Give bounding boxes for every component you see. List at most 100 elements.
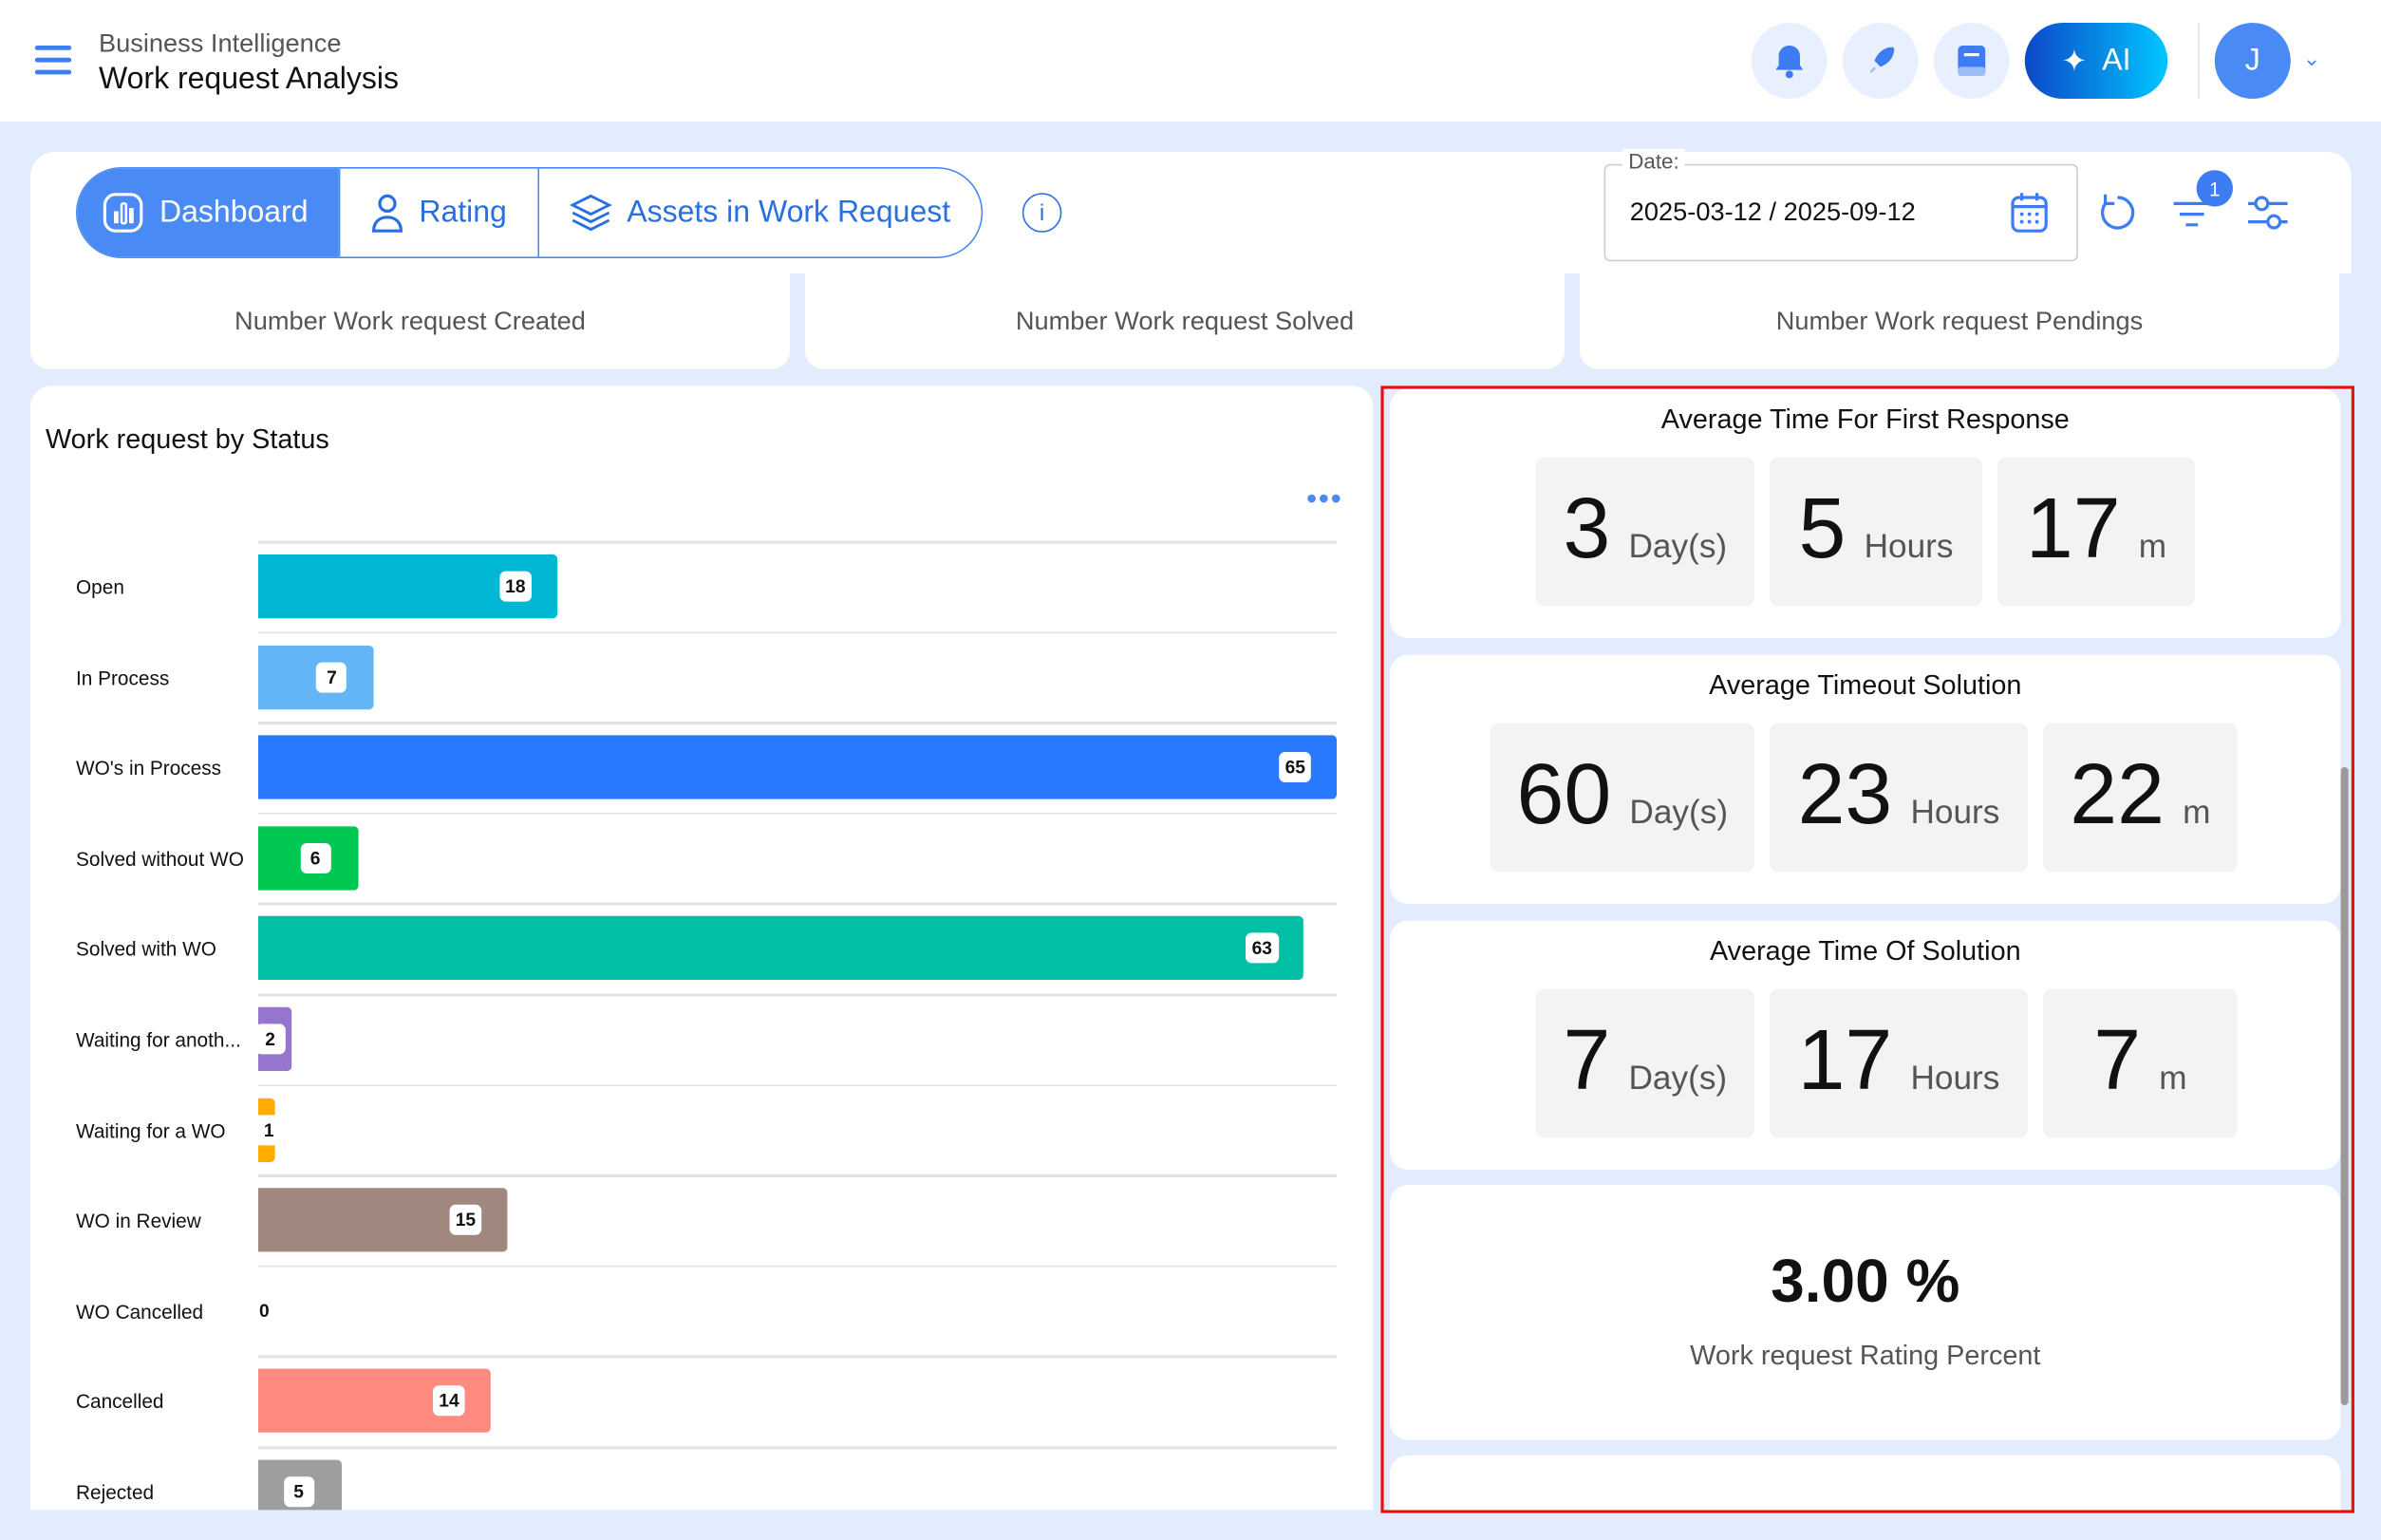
time-value: 17 [1797, 1011, 1893, 1108]
bar-value-label: 63 [1246, 933, 1279, 965]
time-box: 7 Day(s) [1535, 988, 1754, 1138]
ai-button[interactable]: ✦ AI [2024, 23, 2168, 99]
time-value: 22 [2070, 745, 2165, 842]
gridline [258, 722, 1337, 724]
bar-value-label: 1 [253, 1114, 285, 1145]
bar-value-label: 0 [259, 1300, 270, 1322]
time-unit: Day(s) [1629, 793, 1729, 832]
chart-title: Work request by Status [46, 423, 329, 455]
time-value: 7 [2093, 1011, 2142, 1108]
time-box: 60 Day(s) [1490, 723, 1754, 873]
sparkle-icon: ✦ [2061, 45, 2088, 79]
gridline [258, 630, 1337, 634]
bar-value-label: 6 [300, 842, 331, 873]
scrollbar[interactable] [2340, 767, 2349, 1405]
rocket-button[interactable] [1842, 23, 1919, 99]
bar-value-label: 14 [432, 1385, 466, 1417]
bar[interactable] [258, 916, 1304, 981]
date-value[interactable]: 2025-03-12 / 2025-09-12 [1629, 197, 1916, 227]
next-card [1390, 1455, 2341, 1511]
tab-dashboard[interactable]: Dashboard [77, 168, 339, 257]
menu-icon[interactable] [34, 46, 72, 76]
gridline [258, 903, 1337, 906]
time-unit: Hours [1864, 527, 1954, 566]
bar-value-label: 5 [283, 1476, 314, 1508]
category-label: WO's in Process [76, 757, 222, 780]
time-value: 7 [1563, 1011, 1611, 1108]
info-icon[interactable]: i [1022, 193, 1062, 233]
settings-sliders-icon[interactable] [2245, 190, 2291, 235]
gridline [258, 1446, 1337, 1449]
time-unit: Hours [1910, 1059, 2000, 1098]
page-title: Work request Analysis [99, 62, 399, 96]
time-value: 3 [1563, 479, 1611, 576]
tab-bar: Dashboard Rating Assets in Work Request [76, 167, 983, 258]
metric-title: Average Time Of Solution [1709, 935, 2021, 967]
category-label: Solved with WO [76, 937, 216, 961]
docs-button[interactable] [1933, 23, 2010, 99]
refresh-icon[interactable] [2096, 192, 2139, 235]
gridline [258, 1355, 1337, 1359]
calendar-icon[interactable] [2010, 192, 2050, 235]
rating-value: 3.00 % [1771, 1249, 1960, 1316]
time-unit: Hours [1910, 793, 2000, 832]
category-label: Waiting for anoth... [76, 1028, 241, 1052]
status-chart-card: Work request by Status ••• Open 18 In Proc… [30, 385, 1374, 1511]
time-box: 17 m [1997, 457, 2195, 607]
gridline [258, 1083, 1337, 1087]
metric-title: Average Timeout Solution [1709, 669, 2022, 701]
time-unit: Day(s) [1628, 527, 1728, 566]
user-icon [371, 194, 403, 233]
time-unit: m [2183, 793, 2211, 832]
time-box: 23 Hours [1770, 723, 2028, 873]
gridline [258, 540, 1337, 543]
time-box: 5 Hours [1770, 457, 1982, 607]
app-header [0, 0, 2381, 122]
rocket-icon [1869, 47, 1895, 73]
notifications-button[interactable] [1751, 23, 1828, 99]
category-label: Waiting for a WO [76, 1118, 226, 1142]
time-value: 5 [1798, 479, 1847, 576]
time-unit: m [2159, 1059, 2187, 1098]
bar[interactable] [258, 645, 375, 709]
chevron-down-icon[interactable]: ⌄ [2302, 46, 2321, 70]
tab-assets[interactable]: Assets in Work Request [536, 168, 981, 257]
metrics-panel: Average Time For First Response 3 Day(s) 5 H… [1380, 385, 2354, 1513]
avatar[interactable]: J [2214, 23, 2291, 99]
divider [2198, 23, 2200, 99]
time-value: 23 [1797, 745, 1893, 842]
date-label: Date: [1622, 148, 1686, 174]
more-options-icon[interactable]: ••• [1306, 482, 1343, 516]
category-label: WO Cancelled [76, 1300, 204, 1324]
breadcrumb: Business Intelligence [99, 28, 342, 58]
layers-icon [569, 194, 612, 232]
category-label: In Process [76, 666, 170, 689]
kpi-created: Number Work request Created [30, 273, 790, 369]
metric-card: Average Timeout Solution 60 Day(s) 23 Hours 2… [1390, 654, 2341, 904]
tab-rating[interactable]: Rating [338, 168, 537, 257]
bar-value-label: 65 [1279, 752, 1312, 783]
bar-value-label: 15 [449, 1205, 482, 1236]
gridline [258, 1265, 1337, 1268]
filter-badge: 1 [2196, 170, 2233, 207]
gridline [258, 1174, 1337, 1177]
bar-value-label: 18 [498, 571, 532, 602]
gridline [258, 812, 1337, 816]
kpi-solved: Number Work request Solved [805, 273, 1565, 369]
metric-card: Average Time Of Solution 7 Day(s) 17 Hours 7 m [1390, 920, 2341, 1170]
rating-label: Work request Rating Percent [1690, 1340, 2041, 1371]
date-range-field[interactable] [1603, 163, 2078, 262]
bar-value-label: 7 [316, 661, 347, 692]
category-label: Cancelled [76, 1390, 164, 1414]
kpi-pendings: Number Work request Pendings [1580, 273, 2339, 369]
category-label: Solved without WO [76, 847, 244, 871]
category-label: Rejected [76, 1481, 155, 1504]
category-label: WO in Review [76, 1209, 201, 1232]
rating-card: 3.00 % Work request Rating Percent [1390, 1185, 2341, 1440]
metric-card: Average Time For First Response 3 Day(s) 5 H… [1390, 388, 2341, 638]
bell-icon [1775, 46, 1804, 79]
time-unit: m [2138, 527, 2167, 566]
bar[interactable] [258, 735, 1337, 799]
book-icon [1958, 46, 1986, 76]
